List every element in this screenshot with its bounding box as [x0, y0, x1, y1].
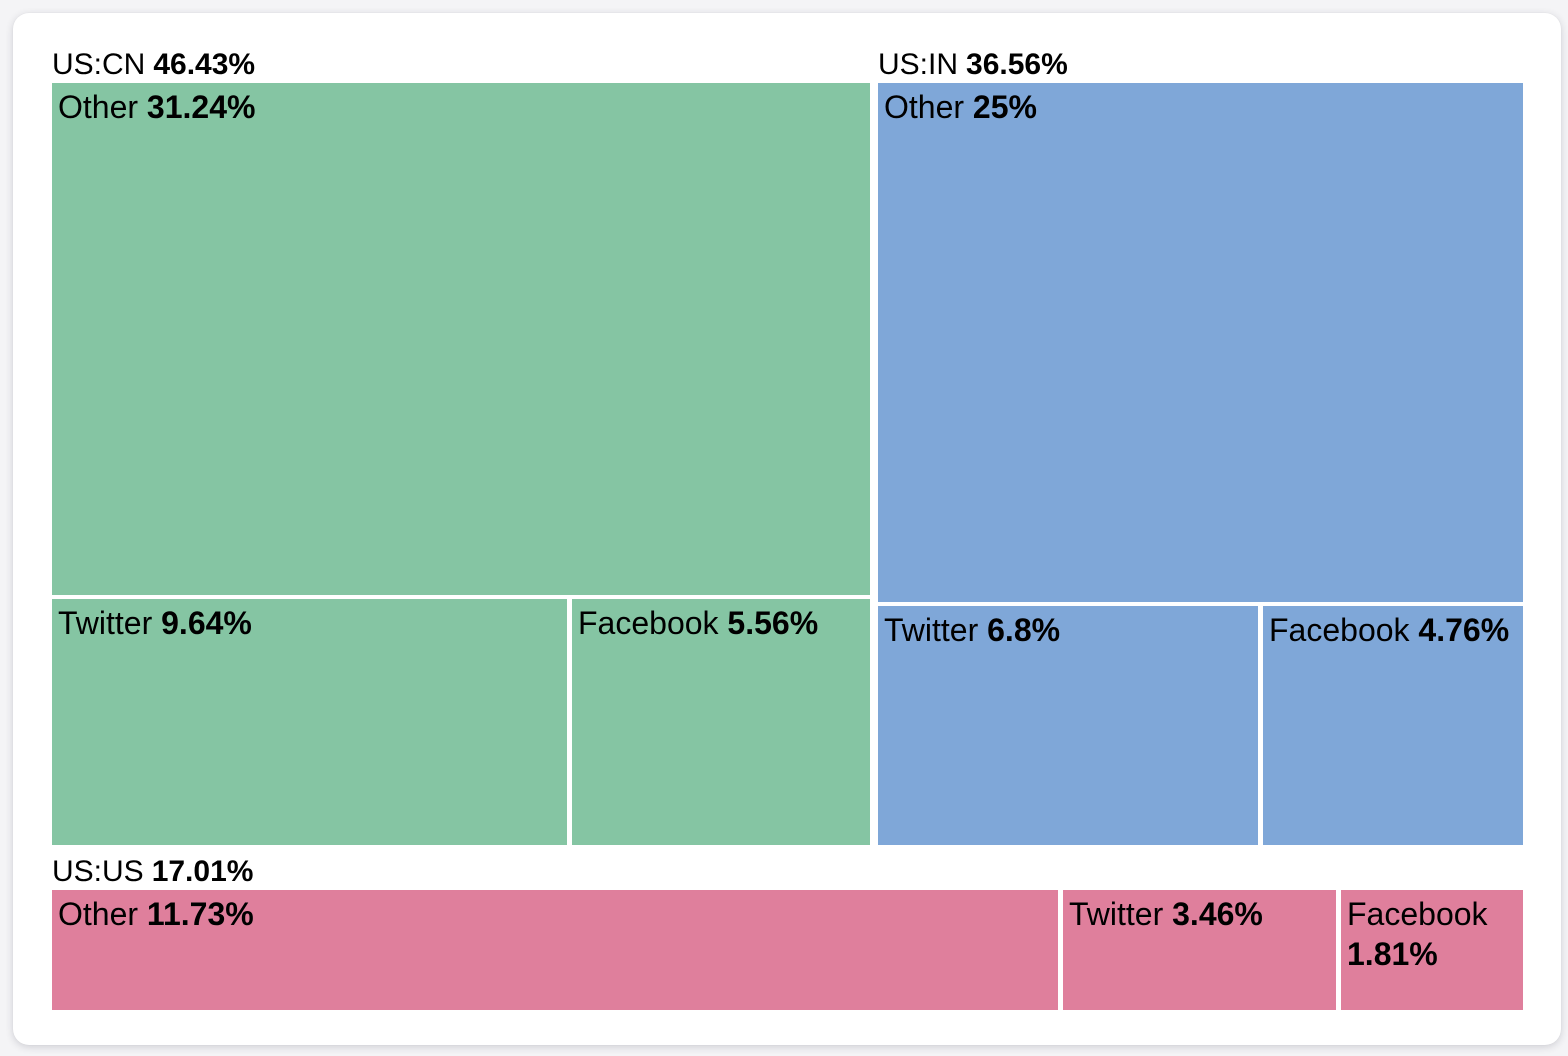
- treemap-cell-us-cn-twitter[interactable]: Twitter 9.64%: [52, 599, 567, 845]
- group-name: US:CN: [52, 48, 146, 81]
- cell-name: Facebook: [1347, 896, 1488, 932]
- cell-value: 3.46%: [1172, 896, 1263, 932]
- cell-value: 5.56%: [727, 605, 819, 641]
- cell-value: 9.64%: [161, 605, 252, 641]
- cell-name: Facebook: [578, 605, 719, 641]
- group-label-us-cn: US:CN 46.43%: [52, 46, 255, 84]
- group-label-us-in: US:IN 36.56%: [878, 46, 1068, 84]
- treemap-card: US:CN 46.43% US:IN 36.56% US:US 17.01% Othe…: [13, 13, 1561, 1045]
- treemap-cell-us-cn-facebook[interactable]: Facebook 5.56%: [572, 599, 870, 845]
- cell-value: 6.8%: [987, 612, 1061, 648]
- cell-name: Other: [58, 89, 139, 125]
- treemap-cell-us-us-other[interactable]: Other 11.73%: [52, 890, 1058, 1010]
- cell-value: 1.81%: [1347, 936, 1438, 972]
- treemap-cell-us-us-twitter[interactable]: Twitter 3.46%: [1063, 890, 1336, 1010]
- group-name: US:IN: [878, 48, 959, 81]
- cell-name: Other: [58, 896, 139, 932]
- group-value: 17.01%: [151, 855, 254, 888]
- group-value: 36.56%: [966, 48, 1068, 81]
- treemap-cell-us-cn-other[interactable]: Other 31.24%: [52, 83, 870, 595]
- cell-value: 25%: [972, 89, 1037, 125]
- cell-value: 11.73%: [146, 896, 254, 932]
- cell-name: Twitter: [884, 612, 979, 648]
- treemap-cell-us-us-facebook[interactable]: Facebook 1.81%: [1341, 890, 1523, 1010]
- cell-name: Facebook: [1269, 612, 1410, 648]
- cell-name: Twitter: [58, 605, 153, 641]
- cell-value: 4.76%: [1418, 612, 1510, 648]
- group-name: US:US: [52, 855, 144, 888]
- cell-name: Other: [884, 89, 965, 125]
- cell-value: 31.24%: [146, 89, 256, 125]
- cell-name: Twitter: [1069, 896, 1164, 932]
- treemap-cell-us-in-facebook[interactable]: Facebook 4.76%: [1263, 606, 1523, 845]
- group-value: 46.43%: [153, 48, 256, 81]
- group-label-us-us: US:US 17.01%: [52, 853, 253, 891]
- treemap-cell-us-in-twitter[interactable]: Twitter 6.8%: [878, 606, 1258, 845]
- treemap-cell-us-in-other[interactable]: Other 25%: [878, 83, 1523, 602]
